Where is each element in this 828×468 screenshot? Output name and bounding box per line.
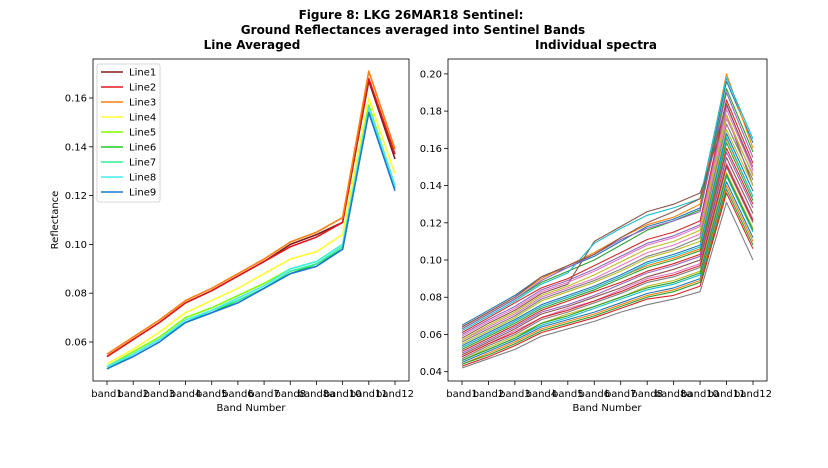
series-line-23 xyxy=(461,188,754,365)
series-line-4 xyxy=(461,99,754,334)
y-tick-label: 0.08 xyxy=(420,293,442,304)
series-line-29 xyxy=(461,114,754,341)
series-line-26 xyxy=(461,91,754,330)
figure-title-line2: Ground Reflectances averaged into Sentin… xyxy=(241,23,585,37)
x-tick-label: band8 xyxy=(631,389,663,400)
x-tick-label: band8 xyxy=(275,389,307,400)
legend-label: Line5 xyxy=(129,128,156,139)
y-tick-label: 0.04 xyxy=(420,367,442,378)
y-tick-label: 0.20 xyxy=(420,69,442,80)
series-line-22 xyxy=(461,185,754,365)
series-line-16 xyxy=(461,157,754,356)
legend-label: Line7 xyxy=(129,158,156,169)
x-tick-label: band12 xyxy=(734,389,772,400)
series-line-30 xyxy=(461,136,754,348)
x-tick-label: band4 xyxy=(526,389,558,400)
legend-label: Line4 xyxy=(129,113,156,124)
x-tick-label: band8a xyxy=(298,389,336,400)
y-tick-label: 0.12 xyxy=(420,218,442,229)
x-tick-label: band11 xyxy=(708,389,746,400)
y-axis-label-left: Reflectance xyxy=(50,191,61,250)
x-axis-label-right: Band Number xyxy=(572,403,642,414)
x-axis-label-left: Band Number xyxy=(216,403,286,414)
series-line-21 xyxy=(461,181,754,363)
x-tick-label: band3 xyxy=(144,389,176,400)
x-tick-label: band2 xyxy=(473,389,505,400)
x-tick-label: band7 xyxy=(605,389,637,400)
y-ticks-right: 0.04 0.06 0.08 0.10 0.12 0.14 0.16 0.18 0.20 xyxy=(420,69,448,378)
y-ticks-left: 0.06 0.08 0.10 0.12 0.14 0.16 xyxy=(65,94,93,348)
legend: Line1 Line2 Line3 Line4 Line5 Line6 Line7 Line8… xyxy=(96,63,161,203)
series-line-9 xyxy=(461,129,754,345)
legend-label: Line1 xyxy=(129,68,156,79)
series-line-15 xyxy=(461,151,754,354)
legend-label: Line3 xyxy=(129,98,156,109)
series-line-line4 xyxy=(106,97,396,365)
series-line-32 xyxy=(461,173,754,362)
x-ticks-left: band1band2band3band4band5band6band7band8… xyxy=(91,381,414,400)
legend-box xyxy=(96,63,161,203)
y-tick-label: 0.10 xyxy=(65,240,87,251)
x-tick-label: band11 xyxy=(350,389,388,400)
x-ticks-right: band1band2band3band4band5band6band7band8… xyxy=(446,381,772,400)
series-line-13 xyxy=(461,142,754,350)
legend-label: Line6 xyxy=(129,143,156,154)
y-tick-label: 0.18 xyxy=(420,107,442,118)
x-tick-label: band5 xyxy=(552,389,584,400)
x-tick-label: band4 xyxy=(170,389,202,400)
series-lines-right xyxy=(461,73,754,369)
plot-frame-right xyxy=(447,58,768,382)
series-line-10 xyxy=(461,77,754,332)
series-line-25 xyxy=(461,201,754,369)
series-line-8 xyxy=(461,123,754,343)
x-tick-label: band5 xyxy=(196,389,228,400)
x-tick-label: band3 xyxy=(499,389,531,400)
series-line-line8 xyxy=(106,107,396,368)
plot-frame-left xyxy=(92,58,410,382)
y-tick-label: 0.14 xyxy=(65,142,87,153)
series-lines-left xyxy=(106,70,396,370)
panel-line-averaged: Line Averaged 0.06 0.08 0.10 0.12 0.14 0.16 b… xyxy=(50,38,414,414)
series-line-1 xyxy=(461,80,754,326)
panel-individual-spectra: Individual spectra 0.040.060.080.100.120… xyxy=(420,38,772,414)
legend-label: Line9 xyxy=(129,188,156,199)
x-tick-label: band10 xyxy=(324,389,362,400)
y-tick-label: 0.08 xyxy=(65,289,87,300)
series-line-line2 xyxy=(106,77,396,358)
x-tick-label: band8a xyxy=(655,389,693,400)
x-tick-label: band2 xyxy=(117,389,149,400)
y-tick-label: 0.06 xyxy=(420,330,442,341)
x-tick-label: band7 xyxy=(248,389,280,400)
x-tick-label: band1 xyxy=(446,389,478,400)
y-tick-label: 0.12 xyxy=(65,191,87,202)
figure-title-line1: Figure 8: LKG 26MAR18 Sentinel: xyxy=(299,8,524,22)
legend-label: Line8 xyxy=(129,173,156,184)
x-tick-label: band6 xyxy=(222,389,254,400)
x-tick-label: band10 xyxy=(681,389,719,400)
series-line-28 xyxy=(461,108,754,337)
panel-title-right: Individual spectra xyxy=(535,38,657,52)
series-line-24 xyxy=(461,192,754,367)
y-tick-label: 0.10 xyxy=(420,256,442,267)
y-tick-label: 0.16 xyxy=(65,94,87,105)
series-line-line9 xyxy=(106,111,396,370)
series-line-7 xyxy=(461,118,754,341)
series-line-31 xyxy=(461,164,754,358)
x-tick-label: band6 xyxy=(579,389,611,400)
y-tick-label: 0.16 xyxy=(420,144,442,155)
y-tick-label: 0.14 xyxy=(420,181,442,192)
series-line-27 xyxy=(461,103,754,328)
series-line-line3 xyxy=(106,70,396,355)
legend-label: Line2 xyxy=(129,83,156,94)
y-tick-label: 0.06 xyxy=(65,337,87,348)
x-tick-label: band1 xyxy=(91,389,123,400)
x-tick-label: band12 xyxy=(376,389,414,400)
panel-title-left: Line Averaged xyxy=(204,38,301,52)
